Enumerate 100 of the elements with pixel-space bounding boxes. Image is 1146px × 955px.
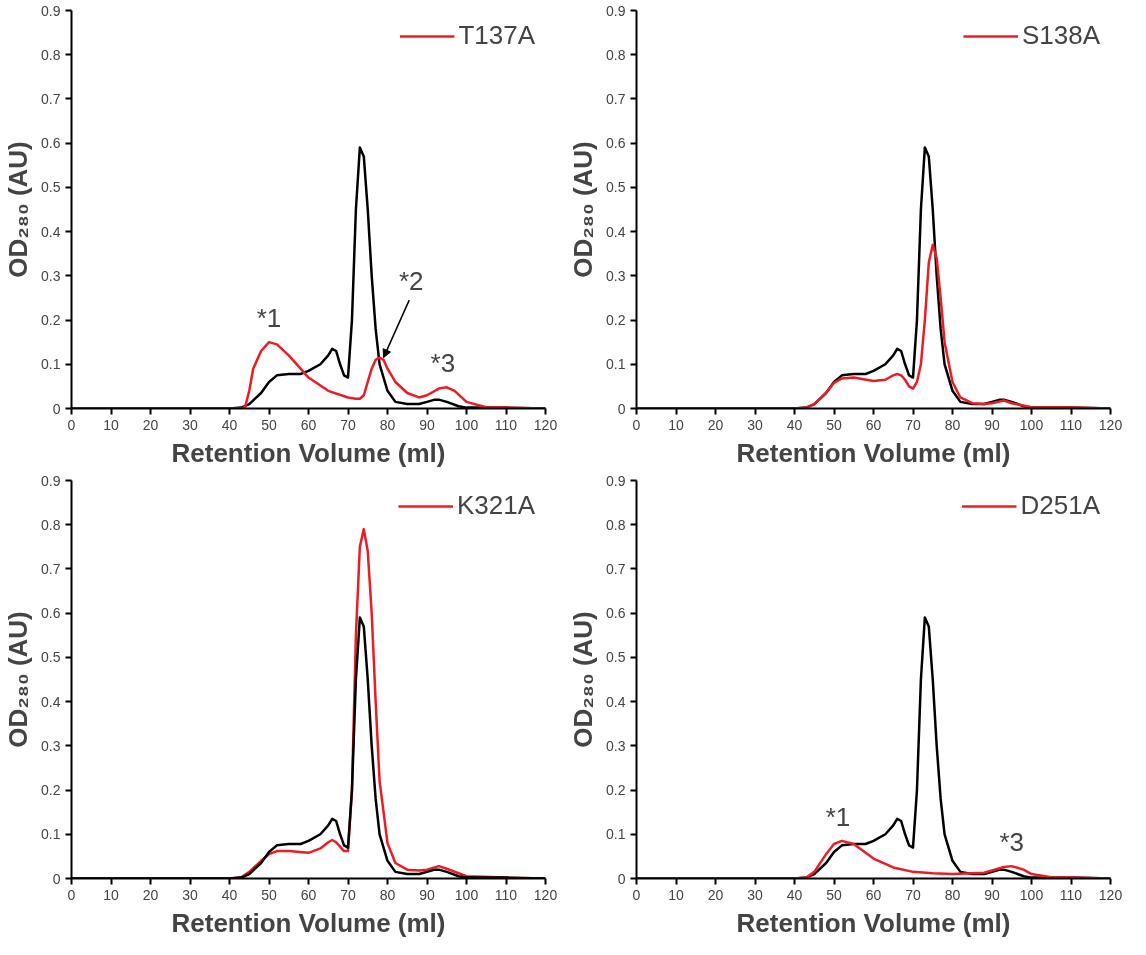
x-tick-label: 0 <box>632 886 641 903</box>
x-tick-label: 90 <box>984 416 1000 433</box>
x-tick-label: 110 <box>1059 416 1083 433</box>
y-tick-label: 0.5 <box>606 179 626 196</box>
y-tick-label: 0 <box>617 400 626 417</box>
x-tick-label: 50 <box>826 886 842 903</box>
y-tick-label: 0.6 <box>41 135 61 152</box>
x-tick-label: 90 <box>984 886 1000 903</box>
y-tick-label: 0.3 <box>41 267 61 284</box>
y-tick-label: 0.3 <box>606 267 626 284</box>
y-axis-title: OD₂₈₀ (AU) <box>568 141 599 278</box>
annotation: *3 <box>430 348 456 379</box>
x-tick-label: 20 <box>707 416 724 433</box>
y-tick-label: 0.1 <box>41 826 61 843</box>
x-tick-label: 100 <box>454 886 479 903</box>
y-tick-label: 0.3 <box>606 737 626 754</box>
y-tick-label: 0.1 <box>606 826 626 843</box>
y-tick-label: 0.9 <box>606 472 626 489</box>
legend-label: S138A <box>1021 20 1100 51</box>
x-tick-label: 70 <box>905 886 921 903</box>
x-tick-label: 30 <box>747 886 763 903</box>
legend-label: T137A <box>458 20 535 51</box>
x-tick-label: 50 <box>826 416 842 433</box>
x-tick-label: 0 <box>632 416 641 433</box>
x-tick-label: 120 <box>533 886 558 903</box>
x-axis-title: Retention Volume (ml) <box>171 907 446 938</box>
x-tick-label: 0 <box>67 886 76 903</box>
x-tick-label: 90 <box>419 416 435 433</box>
y-tick-label: 0.4 <box>41 693 61 710</box>
y-tick-label: 0.8 <box>606 516 626 533</box>
y-tick-label: 0.8 <box>41 46 61 63</box>
y-tick-label: 0.4 <box>41 223 61 240</box>
y-tick-label: 0.6 <box>41 605 61 622</box>
x-tick-label: 80 <box>944 416 961 433</box>
y-axis-title: OD₂₈₀ (AU) <box>3 611 34 748</box>
x-tick-label: 100 <box>1019 416 1044 433</box>
x-tick-label: 120 <box>533 416 558 433</box>
x-tick-label: 120 <box>1098 886 1123 903</box>
x-tick-label: 50 <box>261 886 277 903</box>
y-tick-label: 0.7 <box>41 560 61 577</box>
x-axis-title: Retention Volume (ml) <box>736 907 1011 938</box>
x-tick-label: 80 <box>379 886 396 903</box>
x-tick-label: 70 <box>340 886 356 903</box>
y-tick-label: 0.7 <box>606 560 626 577</box>
y-axis-title: OD₂₈₀ (AU) <box>568 611 599 748</box>
x-tick-label: 80 <box>944 886 961 903</box>
y-tick-label: 0.4 <box>606 223 626 240</box>
y-tick-label: 0.4 <box>606 693 626 710</box>
y-tick-label: 0.7 <box>41 90 61 107</box>
y-tick-label: 0.9 <box>606 2 626 19</box>
x-tick-label: 30 <box>747 416 763 433</box>
y-tick-label: 0.8 <box>606 46 626 63</box>
x-tick-label: 30 <box>182 416 198 433</box>
x-tick-label: 20 <box>142 416 159 433</box>
x-tick-label: 80 <box>379 416 396 433</box>
y-axis-title: OD₂₈₀ (AU) <box>3 141 34 278</box>
x-tick-label: 120 <box>1098 416 1123 433</box>
x-tick-label: 60 <box>865 416 882 433</box>
y-tick-label: 0.2 <box>606 782 626 799</box>
x-tick-label: 60 <box>300 416 317 433</box>
y-tick-label: 0.5 <box>41 179 61 196</box>
x-tick-label: 90 <box>419 886 435 903</box>
y-tick-label: 0.9 <box>41 2 61 19</box>
y-tick-label: 0.6 <box>606 135 626 152</box>
x-tick-label: 10 <box>103 416 119 433</box>
x-tick-label: 10 <box>668 416 684 433</box>
y-tick-label: 0 <box>52 400 61 417</box>
y-tick-label: 0.2 <box>606 312 626 329</box>
x-tick-label: 110 <box>494 416 518 433</box>
x-tick-label: 110 <box>1059 886 1083 903</box>
y-tick-label: 0.1 <box>606 356 626 373</box>
x-tick-label: 10 <box>668 886 684 903</box>
annotation: *2 <box>398 265 424 296</box>
y-tick-label: 0.2 <box>41 312 61 329</box>
y-tick-label: 0.1 <box>41 356 61 373</box>
x-tick-label: 100 <box>1019 886 1044 903</box>
y-tick-label: 0 <box>52 870 61 887</box>
legend-label: K321A <box>456 490 535 521</box>
x-tick-label: 10 <box>103 886 119 903</box>
y-tick-label: 0.7 <box>606 90 626 107</box>
x-tick-label: 0 <box>67 416 76 433</box>
y-tick-label: 0.6 <box>606 605 626 622</box>
annotation: *1 <box>825 802 851 833</box>
x-tick-label: 70 <box>340 416 356 433</box>
x-tick-label: 50 <box>261 416 277 433</box>
legend-label: D251A <box>1020 490 1100 521</box>
x-tick-label: 60 <box>300 886 317 903</box>
y-tick-label: 0.9 <box>41 472 61 489</box>
x-tick-label: 30 <box>182 886 198 903</box>
x-tick-label: 40 <box>221 886 238 903</box>
x-tick-label: 100 <box>454 416 479 433</box>
x-tick-label: 110 <box>494 886 518 903</box>
x-tick-label: 20 <box>707 886 724 903</box>
annotation: *1 <box>256 303 282 334</box>
x-tick-label: 40 <box>786 886 803 903</box>
y-tick-label: 0.5 <box>606 649 626 666</box>
y-tick-label: 0.3 <box>41 737 61 754</box>
y-tick-label: 0.5 <box>41 649 61 666</box>
y-tick-label: 0 <box>617 870 626 887</box>
y-tick-label: 0.2 <box>41 782 61 799</box>
